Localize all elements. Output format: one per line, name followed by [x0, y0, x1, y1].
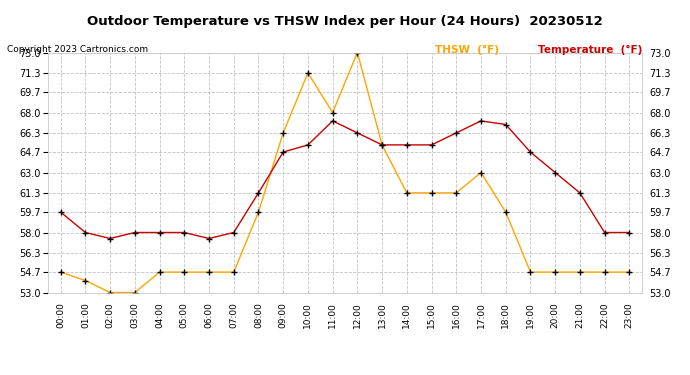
Text: Copyright 2023 Cartronics.com: Copyright 2023 Cartronics.com	[7, 45, 148, 54]
Text: Outdoor Temperature vs THSW Index per Hour (24 Hours)  20230512: Outdoor Temperature vs THSW Index per Ho…	[87, 15, 603, 28]
Text: Temperature  (°F): Temperature (°F)	[538, 45, 642, 55]
Text: THSW  (°F): THSW (°F)	[435, 45, 499, 55]
